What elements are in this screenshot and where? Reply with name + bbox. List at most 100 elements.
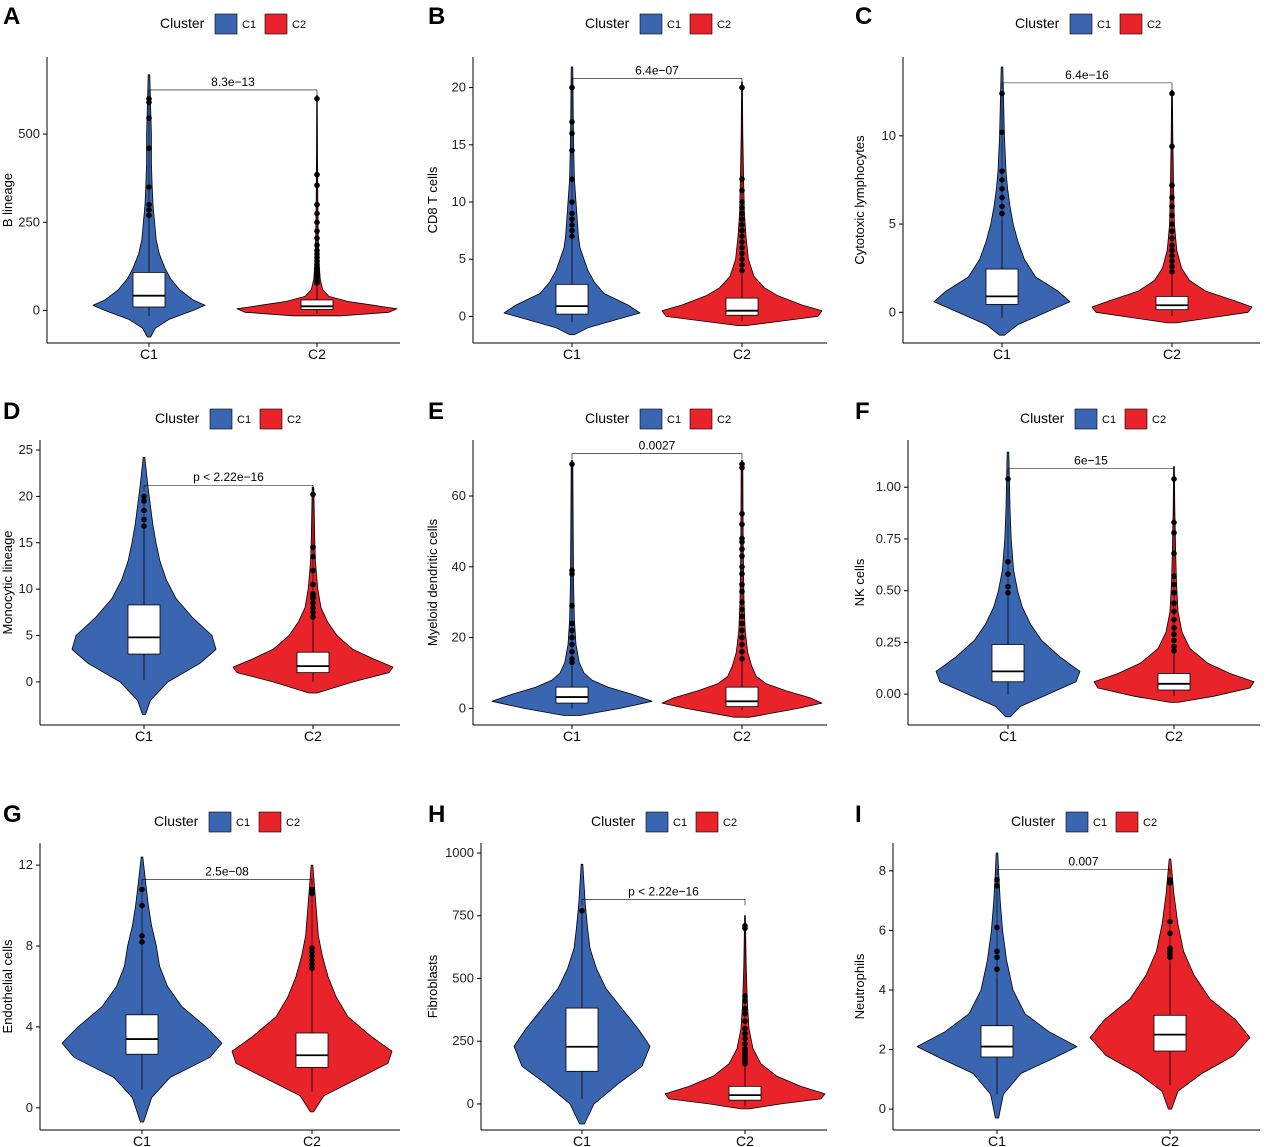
outlier-point (994, 948, 1000, 955)
legend-label-c1: C1 (1102, 414, 1116, 426)
legend-key-c1 (1065, 811, 1089, 833)
outlier-point (1167, 954, 1173, 961)
box-c1 (555, 283, 589, 315)
outlier-point (146, 184, 152, 190)
panel-d: D Cluster C1 C2 0 5 10 15 20 25 Monocytic lineage C… (0, 398, 400, 744)
outlier-point (1171, 529, 1177, 536)
box-c2 (725, 297, 759, 316)
violin-group-c2 (1091, 89, 1253, 324)
violin-group-c1 (513, 863, 651, 1125)
legend-label-c1: C1 (236, 817, 250, 829)
y-tick-label: 500 (18, 126, 40, 141)
outlier-point (314, 210, 320, 217)
p-value-label: 0.0027 (639, 439, 676, 453)
outlier-point (742, 998, 748, 1004)
significance-bracket: 6.4e−07 (571, 63, 743, 85)
outlier-point (739, 176, 745, 182)
outlier-point (309, 886, 315, 893)
outlier-point (739, 588, 745, 595)
legend-label-c2: C2 (286, 817, 300, 829)
y-axis-label: Neutrophils (852, 953, 867, 1019)
outlier-point (739, 210, 745, 217)
x-tick-label: C2 (1163, 346, 1181, 362)
outlier-point (1169, 263, 1175, 270)
x-tick-label: C2 (733, 728, 751, 744)
outlier-point (1169, 253, 1175, 259)
outlier-point (742, 1025, 748, 1032)
outlier-point (314, 219, 320, 226)
violin-group-c1 (916, 852, 1078, 1119)
outlier-point (1171, 519, 1177, 526)
outlier-point (739, 262, 745, 268)
violin-group-c2 (664, 915, 826, 1110)
outlier-point (569, 602, 575, 609)
outlier-point (310, 609, 316, 616)
panel-b: B Cluster C1 C2 0 5 10 15 20 CD8 T cells C1 C2 6.4e−… (425, 3, 827, 362)
legend-title: Cluster (591, 813, 636, 829)
outlier-point (1171, 573, 1177, 580)
y-axis-label: NK cells (852, 558, 867, 606)
outlier-point (1171, 631, 1177, 637)
legend-key-c2 (689, 408, 713, 430)
outlier-point (739, 641, 745, 648)
violin-group-c2 (236, 94, 398, 317)
y-tick-label: 250 (18, 214, 40, 229)
legend-key-c1 (1069, 13, 1093, 35)
outlier-point (569, 216, 575, 222)
x-tick-label: C1 (573, 1133, 591, 1147)
outlier-point (141, 498, 147, 504)
y-tick-label: 0.00 (876, 686, 901, 701)
legend-title: Cluster (154, 813, 199, 829)
y-tick-label: 500 (452, 970, 474, 985)
outlier-point (739, 233, 745, 240)
outlier-point (994, 966, 1000, 972)
outlier-point (1005, 558, 1011, 565)
y-tick-label: 4 (879, 982, 886, 997)
y-tick-label: 0 (459, 308, 466, 323)
box-c1 (127, 604, 161, 655)
outlier-point (1169, 143, 1175, 150)
panel-letter: B (428, 3, 445, 30)
outlier-point (141, 507, 147, 514)
y-tick-label: 10 (19, 581, 33, 596)
outlier-point (1169, 228, 1175, 234)
legend-label-c1: C1 (673, 817, 687, 829)
outlier-point (1171, 625, 1177, 631)
outlier-point (994, 954, 1000, 961)
y-tick-label: 15 (452, 137, 466, 152)
outlier-point (1171, 589, 1177, 596)
violin-group-c2 (1089, 858, 1251, 1110)
box-c1 (980, 1025, 1014, 1058)
outlier-point (314, 171, 320, 178)
legend-title: Cluster (585, 410, 630, 426)
y-tick-label: 4 (26, 1019, 33, 1034)
y-tick-label: 750 (452, 908, 474, 923)
legend-key-c1 (639, 408, 663, 430)
outlier-point (141, 516, 147, 523)
outlier-point (309, 965, 315, 972)
outlier-point (999, 129, 1005, 136)
significance-bracket: 0.0027 (571, 439, 743, 460)
y-axis-label: B lineage (0, 173, 15, 227)
outlier-point (309, 953, 315, 959)
outlier-point (742, 1005, 748, 1012)
y-tick-label: 0.75 (876, 531, 901, 546)
panel-e: E Cluster C1 C2 0 20 40 60 Myeloid dendritic cel… (425, 398, 827, 744)
outlier-point (742, 1030, 748, 1037)
box-c1 (565, 1007, 599, 1072)
panel-a: A Cluster C1 C2 0 250 500 B lineage C1 C2 8.3e−13 (0, 3, 400, 362)
violin-group-c2 (231, 864, 393, 1113)
outlier-point (309, 890, 315, 897)
violin-group-c1 (71, 457, 217, 715)
outlier-point (1167, 930, 1173, 937)
legend-label-c1: C1 (242, 19, 256, 31)
legend-label-c1: C1 (667, 414, 681, 426)
legend-label-c2: C2 (1143, 817, 1157, 829)
outlier-point (569, 659, 575, 666)
significance-bracket: 0.007 (996, 854, 1171, 876)
legend-label-c2: C2 (1152, 414, 1166, 426)
violin-group-c1 (61, 856, 223, 1123)
outlier-point (739, 553, 745, 559)
outlier-point (314, 280, 320, 286)
outlier-point (569, 147, 575, 154)
